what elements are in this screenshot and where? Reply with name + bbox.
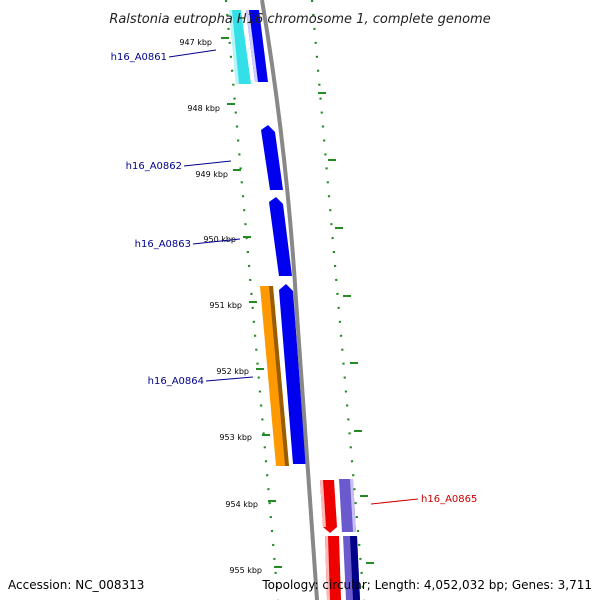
gene-label-h16-a0861[interactable]: h16_A0861 — [111, 52, 167, 63]
gene-features — [229, 10, 360, 600]
gene-feature-blue-1-shade — [246, 10, 258, 82]
tick-label: 954 kbp — [225, 500, 258, 509]
leader-line — [183, 160, 232, 167]
tick-label: 948 kbp — [187, 104, 220, 113]
leader-line — [205, 376, 254, 382]
gene-feature-slate-1-shade — [350, 479, 356, 532]
tick-label: 951 kbp — [209, 301, 242, 310]
accession-text: Accession: NC_008313 — [8, 578, 145, 592]
tick-label: 947 kbp — [179, 38, 212, 47]
tick-label: 953 kbp — [219, 433, 252, 442]
gene-label-h16-a0865[interactable]: h16_A0865 — [421, 494, 477, 505]
right-dotted-track — [310, 0, 366, 600]
left-tick-marks — [221, 37, 282, 568]
tick-labels: 947 kbp 948 kbp 949 kbp 950 kbp 951 kbp … — [179, 38, 262, 575]
tick-label: 955 kbp — [229, 566, 262, 575]
gene-feature-blue-2[interactable] — [261, 125, 283, 190]
leader-line — [192, 238, 241, 245]
gene-feature-blue-1[interactable] — [246, 10, 268, 82]
gene-label-h16-a0862[interactable]: h16_A0862 — [126, 161, 182, 172]
gene-feature-blue-4[interactable] — [279, 284, 306, 464]
leader-line — [168, 49, 217, 58]
topology-text: Topology: circular; Length: 4,052,032 bp… — [262, 578, 592, 592]
gene-label-h16-a0864[interactable]: h16_A0864 — [148, 376, 204, 387]
tick-label: 949 kbp — [195, 170, 228, 179]
genome-backbone — [260, 0, 319, 600]
map-title: Ralstonia eutropha H16 chromosome 1, com… — [109, 12, 490, 27]
gene-feature-red-2-shade — [325, 536, 330, 600]
gene-feature-cyan-shade — [229, 10, 239, 84]
gene-feature-blue-3[interactable] — [269, 197, 292, 276]
tick-label: 952 kbp — [216, 367, 249, 376]
gene-label-h16-a0863[interactable]: h16_A0863 — [135, 239, 191, 250]
gene-feature-orange-shade — [269, 286, 289, 466]
tick-label: 950 kbp — [203, 235, 236, 244]
gene-feature-red-1-shade — [320, 480, 326, 527]
gene-labels: h16_A0861 h16_A0862 h16_A0863 h16_A0864 … — [111, 49, 477, 505]
leader-line — [370, 498, 419, 505]
gene-feature-navy[interactable] — [350, 536, 360, 600]
right-tick-marks — [318, 92, 374, 564]
